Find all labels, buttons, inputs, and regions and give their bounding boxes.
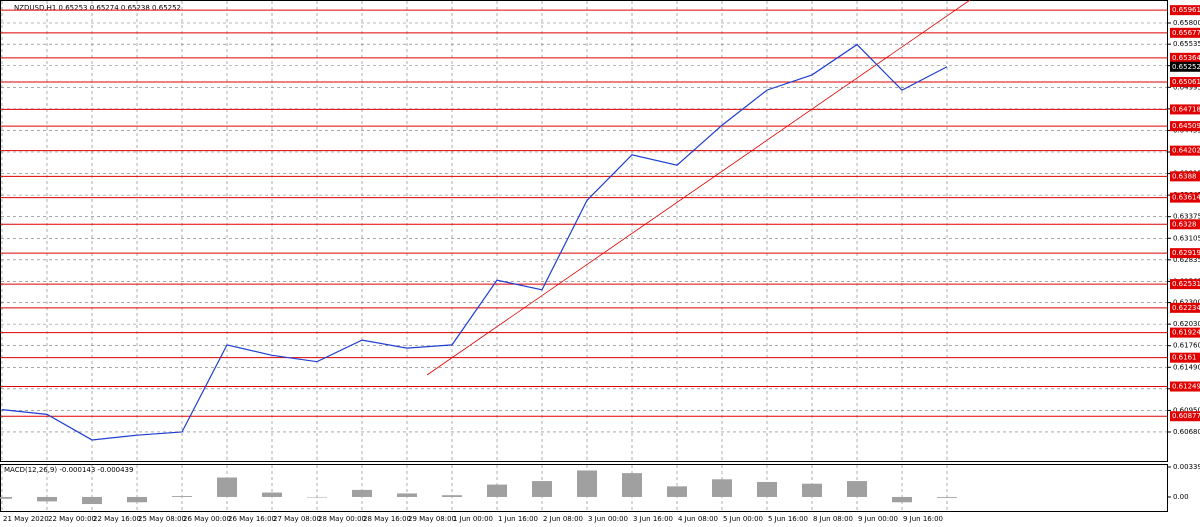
- level-label: 0.64202: [1172, 147, 1200, 155]
- level-label: 0.65364: [1172, 54, 1200, 62]
- y-tick-label: 0.60950: [1173, 406, 1200, 414]
- level-label-box: [1170, 104, 1200, 115]
- level-label: 0.6388: [1172, 172, 1197, 180]
- macd-bar: [172, 496, 192, 497]
- level-label-box: [1170, 219, 1200, 230]
- x-tick-label: 9 Jun 00:00: [858, 515, 898, 523]
- x-tick-label: 3 Jun 00:00: [588, 515, 628, 523]
- macd-bar: [0, 496, 12, 499]
- level-label: 0.64718: [1172, 105, 1200, 113]
- x-tick-label: 28 May 16:00: [363, 515, 411, 523]
- level-label-box: [1170, 5, 1200, 16]
- macd-bar: [82, 496, 102, 505]
- level-label-box: [1170, 411, 1200, 422]
- macd-bar: [937, 496, 957, 498]
- current-price-box: [1170, 61, 1200, 72]
- macd-bar: [127, 496, 147, 503]
- macd-bar: [352, 489, 372, 497]
- y-tick-label: 0.65800: [1173, 19, 1200, 27]
- level-label: 0.61249: [1172, 383, 1200, 391]
- x-tick-label: 26 May 00:00: [183, 515, 231, 523]
- x-tick-label: 9 Jun 16:00: [903, 515, 943, 523]
- macd-bar: [307, 496, 327, 498]
- x-tick-label: 2 Jun 08:00: [543, 515, 583, 523]
- x-tick-label: 29 May 08:00: [408, 515, 456, 523]
- level-label-box: [1170, 145, 1200, 156]
- level-label: 0.60877: [1172, 412, 1200, 420]
- macd-bar: [37, 496, 57, 502]
- x-tick-label: 22 May 00:00: [48, 515, 96, 523]
- macd-bar: [577, 470, 597, 497]
- x-tick-label: 4 Jun 08:00: [678, 515, 718, 523]
- level-label-box: [1170, 52, 1200, 63]
- level-label: 0.63614: [1172, 194, 1200, 202]
- y-tick-label: 0.00: [1173, 493, 1189, 501]
- x-tick-label: 5 Jun 16:00: [768, 515, 808, 523]
- y-tick-label: 0.62030: [1173, 320, 1200, 328]
- chart-title: NZDUSD,H1 0.65253 0.65274 0.65238 0.6525…: [14, 4, 181, 12]
- current-price-label: 0.65252: [1172, 63, 1200, 71]
- trend-line: [426, 0, 971, 376]
- x-tick-label: 28 May 00:00: [318, 515, 366, 523]
- level-label: 0.64509: [1172, 122, 1200, 130]
- level-label: 0.6328: [1172, 220, 1197, 228]
- y-tick-label: 0.62300: [1173, 299, 1200, 307]
- y-tick-label: 0.65535: [1173, 40, 1200, 48]
- level-label-box: [1170, 381, 1200, 392]
- y-tick-label: 0.61490: [1173, 363, 1200, 371]
- y-tick-label: 0.62835: [1173, 256, 1200, 264]
- y-tick-label: 0.60680: [1173, 428, 1200, 436]
- x-tick-label: 3 Jun 16:00: [633, 515, 673, 523]
- main-panel: [0, 0, 1168, 462]
- y-tick-label: 0.61760: [1173, 342, 1200, 350]
- macd-bar: [847, 481, 867, 497]
- macd-bar: [217, 477, 237, 497]
- level-label-box: [1170, 27, 1200, 38]
- x-tick-label: 1 Jun 00:00: [453, 515, 493, 523]
- macd-bar: [622, 473, 642, 497]
- macd-bar: [262, 492, 282, 497]
- macd-bar: [712, 479, 732, 497]
- x-tick-label: 27 May 08:00: [273, 515, 321, 523]
- macd-bar: [397, 493, 417, 497]
- price-line: [1, 43, 948, 441]
- x-tick-label: 26 May 16:00: [228, 515, 276, 523]
- level-label-box: [1170, 302, 1200, 313]
- y-tick-label: 0.63105: [1173, 234, 1200, 242]
- level-label-box: [1170, 171, 1200, 182]
- level-label: 0.62234: [1172, 304, 1200, 312]
- level-label-box: [1170, 192, 1200, 203]
- x-tick-label: 21 May 2020: [3, 515, 49, 523]
- level-label-box: [1170, 352, 1200, 363]
- level-label: 0.61924: [1172, 329, 1200, 337]
- x-tick-label: 22 May 16:00: [93, 515, 141, 523]
- y-tick-label: 0.63375: [1173, 213, 1200, 221]
- macd-bar: [757, 481, 777, 497]
- macd-bar: [532, 481, 552, 497]
- macd-title: MACD(12,26,9) -0.000143 -0.000439: [4, 466, 133, 474]
- level-label-box: [1170, 327, 1200, 338]
- level-label-box: [1170, 279, 1200, 290]
- x-tick-label: 1 Jun 16:00: [498, 515, 538, 523]
- macd-bar: [802, 483, 822, 497]
- level-label: 0.65061: [1172, 78, 1200, 86]
- macd-bar: [442, 495, 462, 497]
- level-label-box: [1170, 121, 1200, 132]
- level-label: 0.62919: [1172, 249, 1200, 257]
- x-tick-label: 25 May 08:00: [138, 515, 186, 523]
- y-tick-label: 0.64995: [1173, 83, 1200, 91]
- level-label: 0.65677: [1172, 29, 1200, 37]
- level-label: 0.65961: [1172, 6, 1200, 14]
- level-label-box: [1170, 248, 1200, 259]
- level-label-box: [1170, 77, 1200, 88]
- macd-bar: [892, 496, 912, 503]
- macd-bar: [667, 486, 687, 497]
- x-tick-label: 8 Jun 08:00: [813, 515, 853, 523]
- level-label: 0.62531: [1172, 280, 1200, 288]
- macd-bar: [487, 484, 507, 497]
- y-tick-label: 0.003392: [1173, 463, 1200, 471]
- x-tick-label: 5 Jun 00:00: [723, 515, 763, 523]
- level-label: 0.6161: [1172, 354, 1197, 362]
